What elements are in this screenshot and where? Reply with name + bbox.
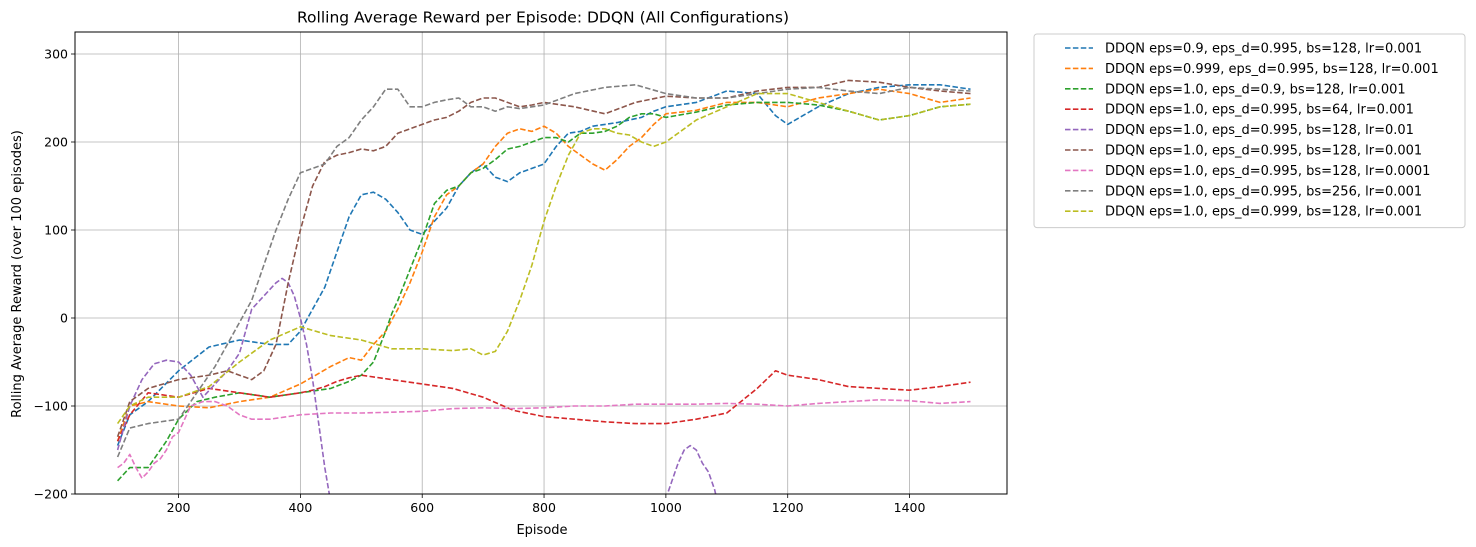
x-tick-label: 800 — [532, 500, 556, 515]
legend-entry: DDQN eps=1.0, eps_d=0.995, bs=128, lr=0.… — [1105, 144, 1422, 159]
plot-frame — [74, 31, 1008, 495]
x-axis-label: Episode — [516, 523, 567, 538]
y-tick-label: 0 — [60, 311, 68, 326]
y-tick-label: −100 — [34, 399, 68, 414]
x-tick-label: 1200 — [772, 500, 804, 515]
legend: DDQN eps=0.9, eps_d=0.995, bs=128, lr=0.… — [1033, 33, 1466, 229]
series-line-2 — [116, 88, 971, 442]
axis-ticks: 200 400 600 800 1000 1200 1400 −200 −100 0 100 200 3… — [34, 47, 926, 516]
x-tick-label: 200 — [167, 500, 191, 515]
y-tick-label: 200 — [44, 135, 68, 150]
legend-entry: DDQN eps=1.0, eps_d=0.995, bs=128, lr=0.… — [1105, 164, 1430, 179]
legend-entry: DDQN eps=0.9, eps_d=0.995, bs=128, lr=0.… — [1105, 42, 1422, 57]
legend-entry: DDQN eps=1.0, eps_d=0.9, bs=128, lr=0.00… — [1105, 82, 1406, 97]
chart-title: Rolling Average Reward per Episode: DDQN… — [297, 9, 789, 27]
y-tick-label: 300 — [44, 47, 68, 62]
series-line-7 — [117, 398, 971, 480]
legend-entry: DDQN eps=1.0, eps_d=0.999, bs=128, lr=0.… — [1105, 205, 1422, 220]
series-line-9 — [116, 92, 971, 425]
y-tick-label: 100 — [44, 223, 68, 238]
plot-lines — [116, 79, 971, 494]
x-tick-label: 1400 — [894, 500, 926, 515]
y-axis-label: Rolling Average Reward (over 100 episode… — [10, 130, 25, 418]
series-line-8 — [116, 84, 971, 458]
x-tick-label: 600 — [410, 500, 434, 515]
series-line-4 — [116, 369, 971, 442]
x-tick-label: 1000 — [650, 500, 682, 515]
legend-entry: DDQN eps=1.0, eps_d=0.995, bs=256, lr=0.… — [1105, 184, 1422, 199]
series-line-6 — [116, 79, 971, 438]
legend-entry: DDQN eps=0.999, eps_d=0.995, bs=128, lr=… — [1105, 62, 1439, 77]
legend-entry: DDQN eps=1.0, eps_d=0.995, bs=64, lr=0.0… — [1105, 103, 1414, 118]
series-line-3 — [117, 101, 971, 482]
legend-box — [1033, 33, 1466, 229]
series-line-5 — [116, 277, 717, 494]
x-tick-label: 400 — [288, 500, 312, 515]
grid — [75, 32, 1007, 495]
legend-entry: DDQN eps=1.0, eps_d=0.995, bs=128, lr=0.… — [1105, 123, 1414, 138]
y-tick-label: −200 — [34, 487, 68, 502]
